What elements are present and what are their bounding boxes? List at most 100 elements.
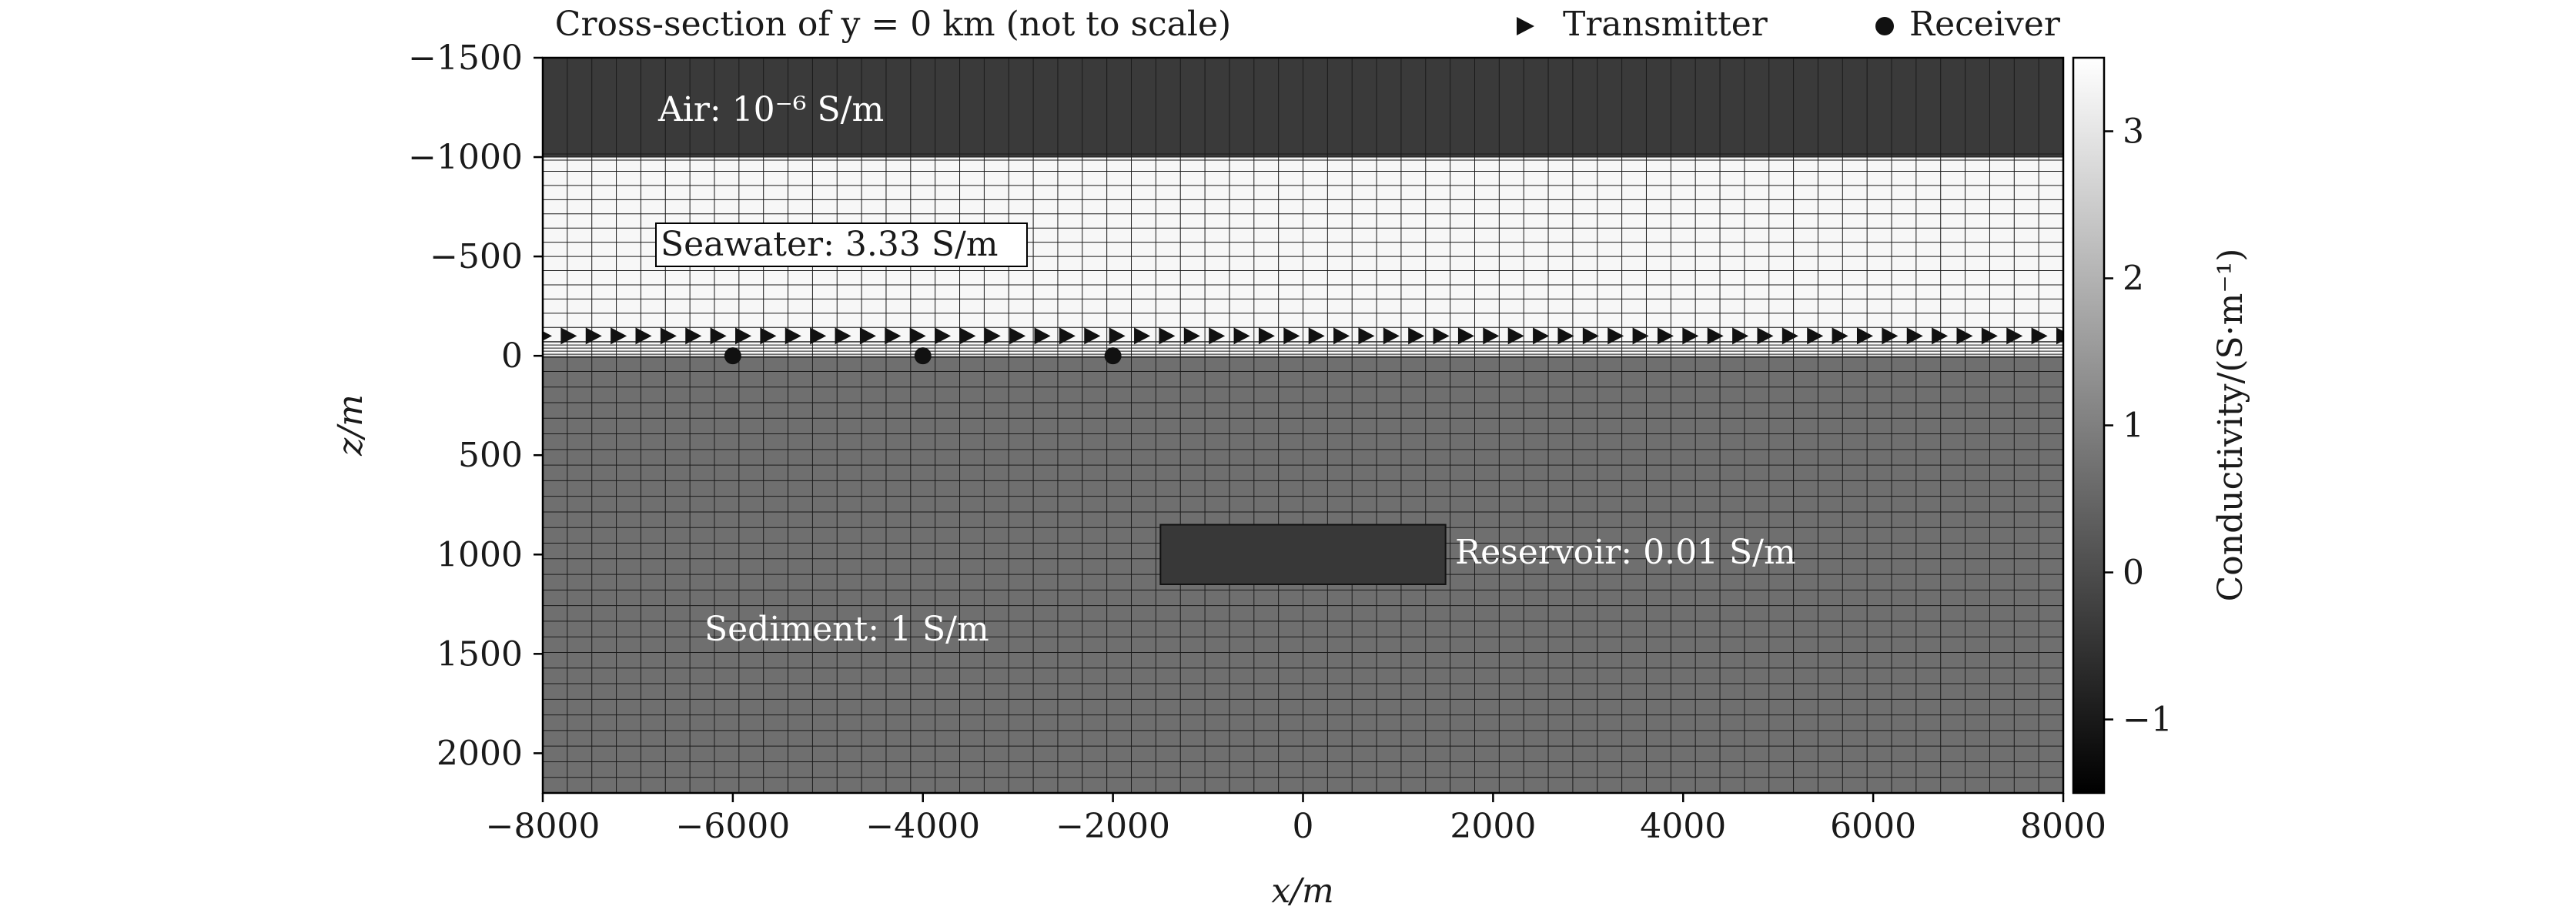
- legend-transmitter-label: Transmitter: [1563, 5, 1768, 44]
- y-tick-label: 0: [501, 336, 523, 376]
- transmitter-marker: [660, 327, 677, 345]
- x-tick-label: 2000: [1450, 807, 1536, 846]
- transmitter-marker: [1209, 327, 1226, 345]
- transmitter-marker: [909, 327, 926, 345]
- x-tick-label: 6000: [1830, 807, 1916, 846]
- y-tick-label: −500: [430, 237, 523, 276]
- receiver-legend-marker: [1875, 17, 1894, 35]
- transmitter-marker: [1956, 327, 1973, 345]
- plot-overlay: [543, 327, 2063, 585]
- transmitter-marker: [2056, 327, 2063, 345]
- transmitter-marker: [835, 327, 851, 345]
- transmitter-marker: [2006, 327, 2023, 345]
- transmitter-marker: [585, 327, 602, 345]
- transmitter-marker: [1034, 327, 1051, 345]
- legend-receiver-label: Receiver: [1909, 5, 2061, 44]
- colorbar-label: Conductivity/(S·m⁻¹): [2211, 249, 2250, 602]
- transmitter-marker: [1233, 327, 1250, 345]
- transmitter-marker: [1408, 327, 1425, 345]
- transmitter-marker: [1457, 327, 1474, 345]
- transmitter-marker: [685, 327, 702, 345]
- transmitter-marker: [1084, 327, 1101, 345]
- transmitter-marker: [1632, 327, 1649, 345]
- transmitter-marker: [1832, 327, 1848, 345]
- transmitter-marker: [1258, 327, 1275, 345]
- transmitter-marker: [1383, 327, 1400, 345]
- transmitter-marker: [885, 327, 902, 345]
- air-label: Air: 10⁻⁶ S/m: [657, 90, 884, 129]
- transmitter-legend-marker: [1517, 17, 1534, 35]
- transmitter-marker: [1732, 327, 1749, 345]
- mesh-grid: [543, 58, 2063, 793]
- transmitter-marker: [1159, 327, 1176, 345]
- transmitter-marker: [1557, 327, 1574, 345]
- transmitter-marker: [1807, 327, 1824, 345]
- x-tick-label: −4000: [865, 807, 980, 846]
- x-axis: −8000 −6000 −4000 −2000 0 2000 4000 6000 8000: [486, 793, 2106, 846]
- transmitter-marker: [1308, 327, 1325, 345]
- transmitter-marker: [1507, 327, 1524, 345]
- colorbar-tick-label: 2: [2123, 259, 2144, 299]
- transmitter-marker: [1657, 327, 1674, 345]
- transmitter-marker: [810, 327, 827, 345]
- transmitter-marker: [1134, 327, 1151, 345]
- transmitter-marker: [635, 327, 652, 345]
- transmitter-marker: [1582, 327, 1599, 345]
- transmitter-marker: [1283, 327, 1300, 345]
- transmitter-marker: [1333, 327, 1350, 345]
- x-tick-label: 8000: [2020, 807, 2106, 846]
- receiver-marker: [1104, 347, 1122, 365]
- colorbar-tick-label: 3: [2123, 112, 2144, 152]
- transmitter-marker: [1757, 327, 1774, 345]
- y-tick-label: 1000: [437, 535, 523, 574]
- transmitter-marker: [1682, 327, 1699, 345]
- colorbar-tick-label: −1: [2123, 701, 2173, 740]
- transmitter-marker: [2031, 327, 2048, 345]
- transmitter-marker: [859, 327, 876, 345]
- y-axis-label: z/m: [331, 394, 370, 457]
- transmitter-marker: [1358, 327, 1375, 345]
- transmitter-marker: [1483, 327, 1500, 345]
- y-tick-label: −1500: [408, 38, 523, 78]
- seawater-label-box: Seawater: 3.33 S/m: [655, 222, 1028, 267]
- colorbar-tick-label: 1: [2123, 406, 2144, 446]
- transmitter-marker: [959, 327, 976, 345]
- transmitter-marker: [560, 327, 577, 345]
- transmitter-marker: [1981, 327, 1998, 345]
- y-tick-label: −1000: [408, 138, 523, 177]
- y-tick-label: 1500: [437, 634, 523, 674]
- transmitter-marker: [1707, 327, 1724, 345]
- transmitter-marker: [1932, 327, 1949, 345]
- colorbar-gradient: [2072, 56, 2106, 795]
- transmitter-marker: [543, 331, 552, 341]
- transmitter-marker: [1882, 327, 1899, 345]
- x-tick-label: 0: [1293, 807, 1314, 846]
- x-tick-label: 4000: [1640, 807, 1726, 846]
- y-axis: −1500 −1000 −500 0 500 1000 1500 2000: [408, 38, 543, 773]
- reservoir-block: [1159, 524, 1447, 585]
- x-tick-label: −2000: [1055, 807, 1170, 846]
- transmitter-marker: [1183, 327, 1200, 345]
- transmitter-marker: [1856, 327, 1873, 345]
- transmitter-marker: [1059, 327, 1076, 345]
- seawater-label: Seawater: 3.33 S/m: [661, 225, 999, 264]
- transmitter-marker: [1533, 327, 1550, 345]
- figure-title: Cross-section of y = 0 km (not to scale): [555, 5, 1231, 44]
- x-axis-label: x/m: [1271, 871, 1333, 911]
- receiver-marker: [914, 347, 932, 365]
- colorbar-tick-label: 0: [2123, 554, 2144, 593]
- colorbar-ticks: −1 0 1 2 3: [2104, 112, 2173, 740]
- transmitter-marker: [984, 327, 1001, 345]
- y-tick-label: 500: [458, 436, 523, 475]
- transmitter-marker: [935, 327, 952, 345]
- transmitter-marker: [735, 327, 752, 345]
- transmitter-marker: [1906, 327, 1923, 345]
- reservoir-label: Reservoir: 0.01 S/m: [1455, 533, 1796, 572]
- transmitter-marker: [710, 327, 727, 345]
- receiver-marker: [724, 347, 741, 365]
- transmitter-marker: [760, 327, 777, 345]
- y-tick-label: 2000: [437, 734, 523, 773]
- x-tick-label: −8000: [486, 807, 601, 846]
- transmitter-marker: [1433, 327, 1450, 345]
- x-tick-label: −6000: [675, 807, 790, 846]
